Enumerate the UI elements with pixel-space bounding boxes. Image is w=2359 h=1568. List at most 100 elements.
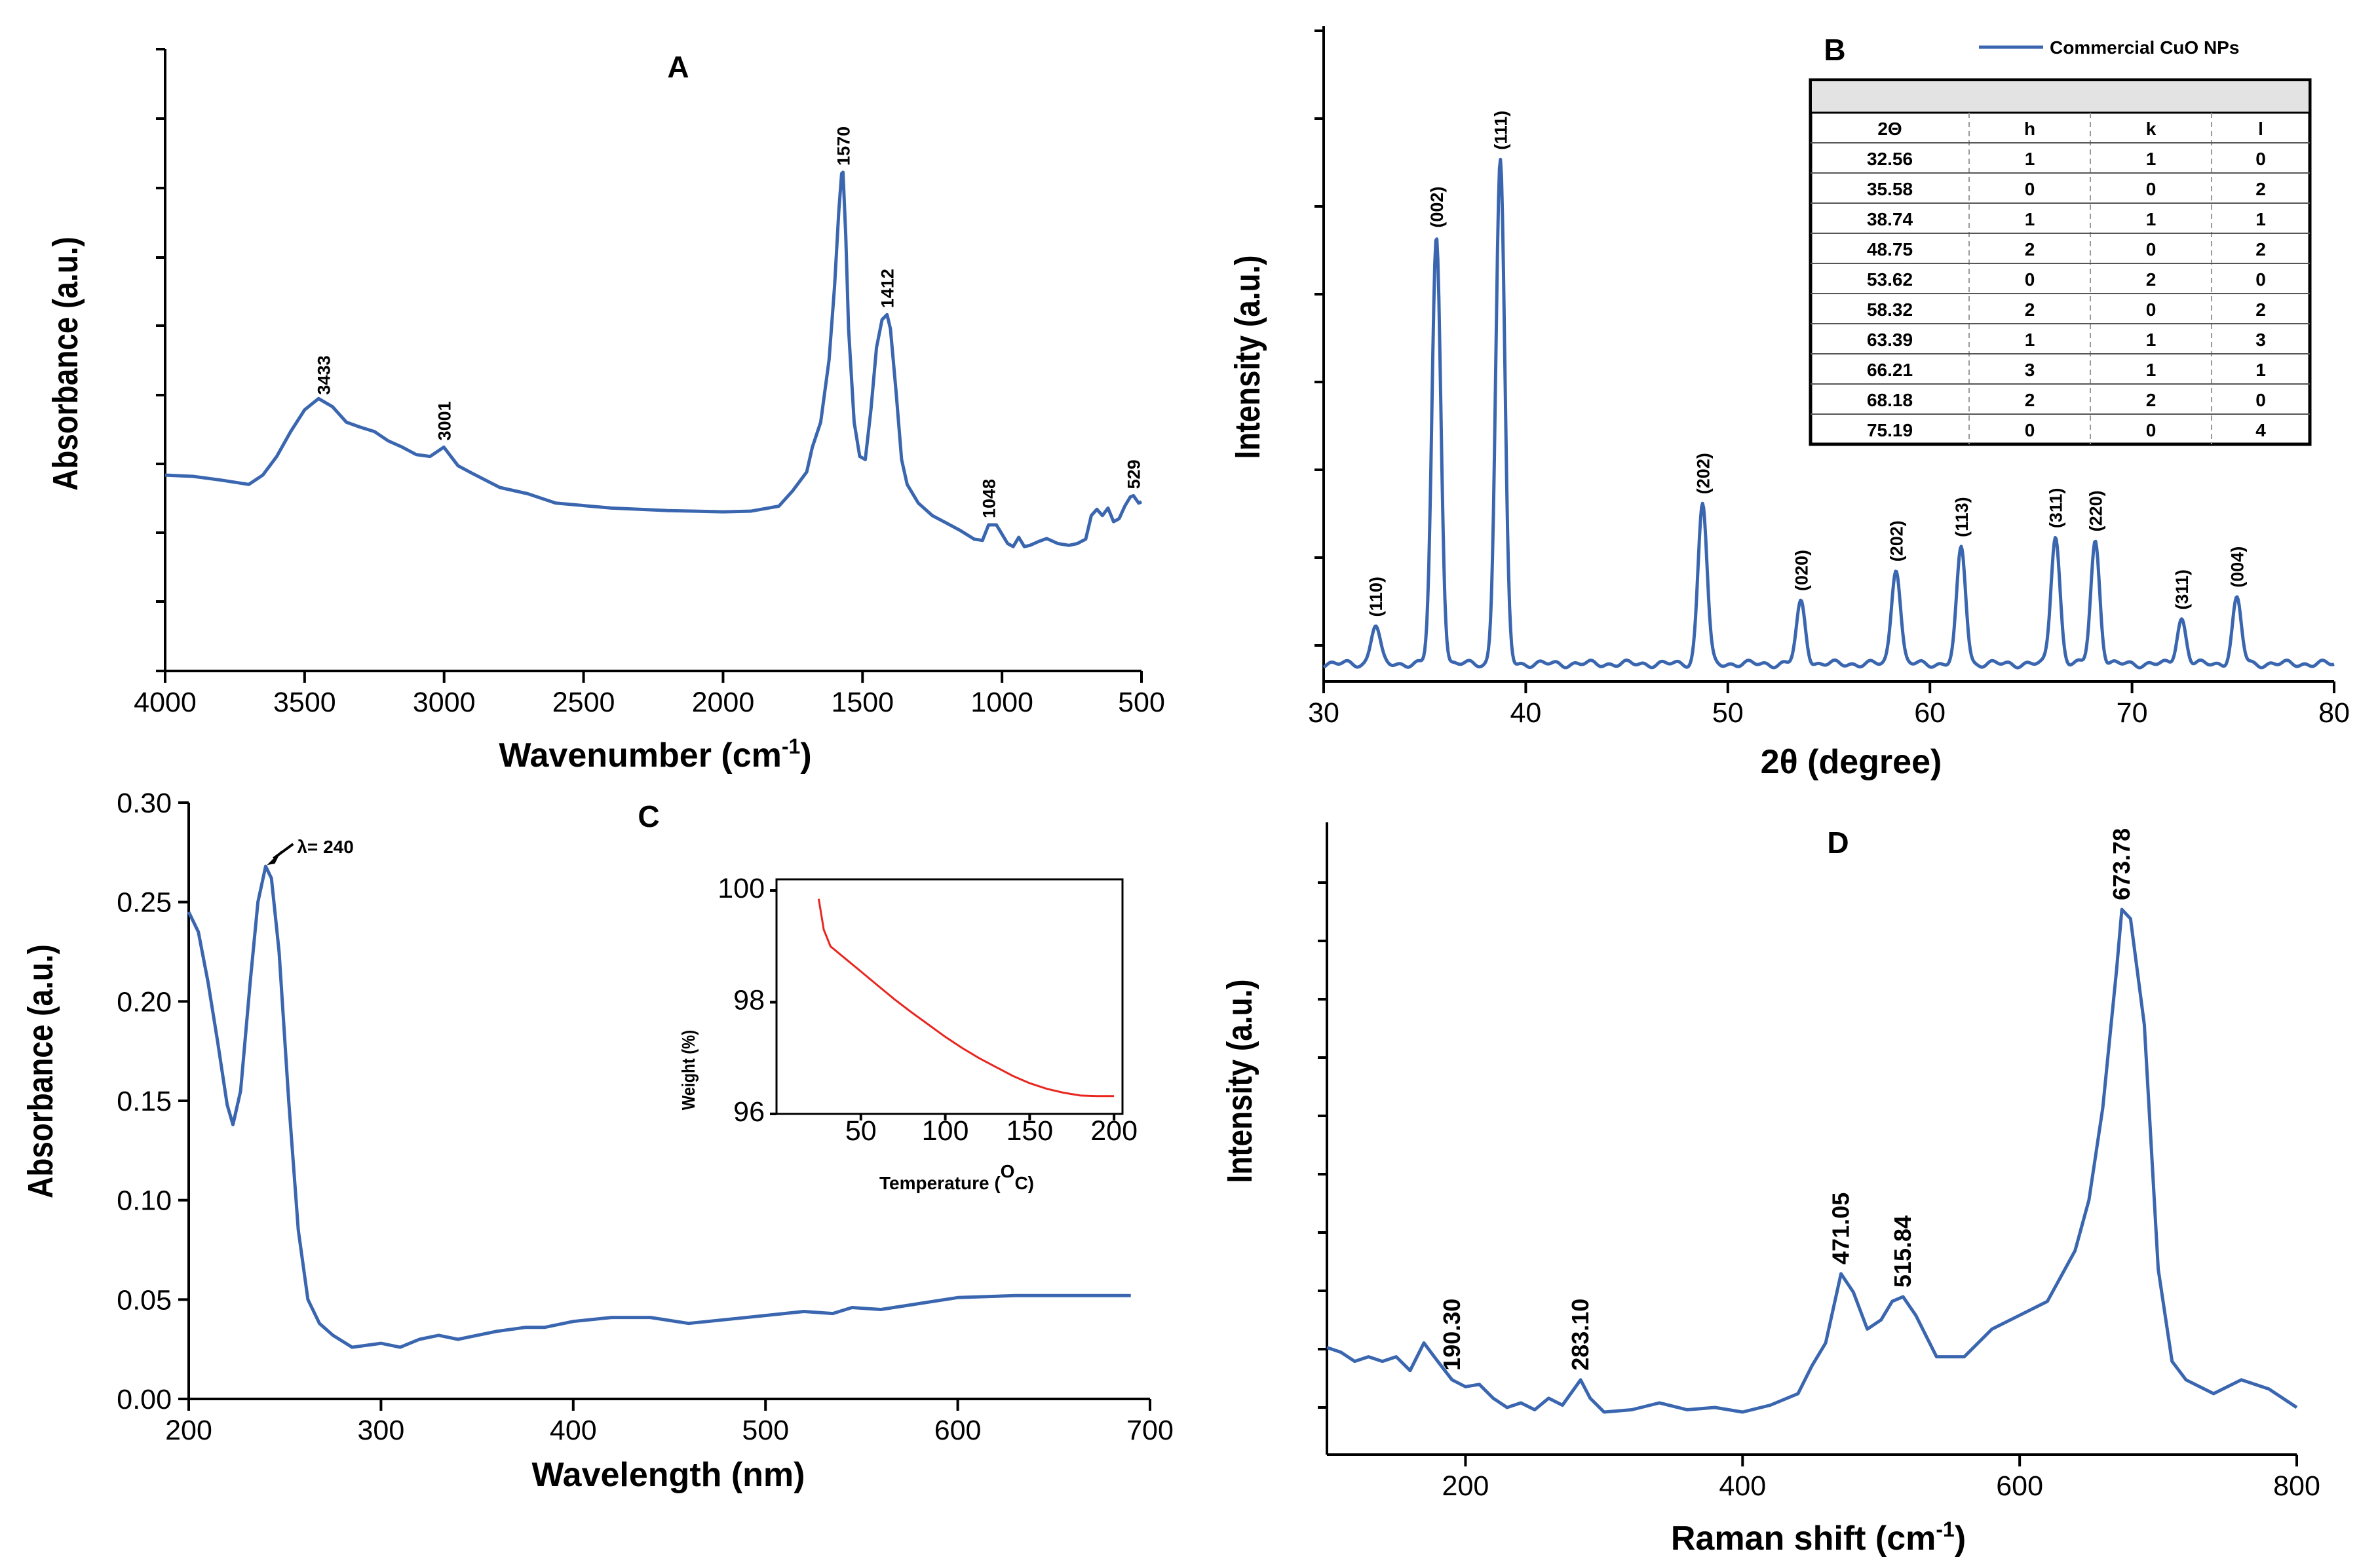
panel-d: D 200 400 600 800 190.30 283.10 471.05 515.84 67… xyxy=(1220,822,2320,1558)
hkl-table-cell: 0 xyxy=(2255,149,2266,169)
panel-b-ylabel: Intensity (a.u.) xyxy=(1228,255,1267,459)
hkl-table-cell: 63.39 xyxy=(1867,330,1913,350)
panel-a-x-tick-label: 4000 xyxy=(134,687,197,718)
panel-c-y-tick-label: 0.20 xyxy=(117,986,172,1018)
panel-d-peak-label: 283.10 xyxy=(1567,1299,1594,1371)
hkl-table-cell: 1 xyxy=(2146,209,2157,229)
panel-c-y-tick-label: 0.30 xyxy=(117,788,172,819)
panel-c-y-tick-label: 0.00 xyxy=(117,1384,172,1415)
hkl-table-cell: 1 xyxy=(2146,330,2157,350)
panel-d-x-tick-label: 800 xyxy=(2273,1470,2320,1502)
panel-c-inset-ylabel: Weight (%) xyxy=(678,1030,699,1110)
panel-b-x-tick-label: 80 xyxy=(2318,697,2350,729)
hkl-table-header-band xyxy=(1812,81,2309,113)
panel-d-peak-label: 471.05 xyxy=(1828,1193,1854,1265)
hkl-table-cell: 0 xyxy=(2255,269,2266,290)
hkl-table-cell: 3 xyxy=(2025,360,2035,380)
hkl-table-cell: 1 xyxy=(2255,209,2266,229)
panel-d-ylabel: Intensity (a.u.) xyxy=(1220,979,1259,1183)
panel-d-x-tick-label: 400 xyxy=(1719,1470,1766,1502)
panel-c-ylabel: Absorbance (a.u.) xyxy=(21,944,60,1198)
panel-c-y-tick-label: 0.15 xyxy=(117,1086,172,1117)
hkl-table-cell: 1 xyxy=(2025,330,2035,350)
panel-b-peak-label: (111) xyxy=(1491,111,1511,150)
inset-y-tick-label: 96 xyxy=(733,1096,765,1128)
hkl-table-cell: 2 xyxy=(2146,390,2157,410)
panel-d-xlabel: Raman shift (cm-1) xyxy=(1671,1518,1966,1558)
inset-y-tick-label: 98 xyxy=(733,985,765,1016)
hkl-table-cell: 0 xyxy=(2025,420,2035,440)
hkl-table-cell: 4 xyxy=(2255,420,2266,440)
hkl-table-cell: 48.75 xyxy=(1867,239,1913,259)
panel-b-x-tick-label: 70 xyxy=(2117,697,2148,729)
panel-a-x-tick-label: 500 xyxy=(1118,687,1165,718)
panel-a-x-tick-label: 2000 xyxy=(692,687,755,718)
panel-c-axes: 200 300 400 500 600 700 0.00 0.05 0.10 0.15 0.20 0.… xyxy=(117,788,1174,1446)
panel-b-hkl-table: 2Θ h k l 32.56 1 1 0 35.58 0 0 2 38.74 1 1 1 48.75 2 0 2 53.… xyxy=(1809,78,2312,446)
hkl-table-cell: 38.74 xyxy=(1867,209,1913,229)
hkl-table-cell: 35.58 xyxy=(1867,179,1913,199)
panel-a-title: A xyxy=(667,50,689,84)
panel-c-x-tick-label: 600 xyxy=(934,1415,982,1446)
panel-d-peak-label: 515.84 xyxy=(1889,1215,1916,1288)
panel-d-x-tick-label: 200 xyxy=(1442,1470,1489,1502)
panel-c-title: C xyxy=(638,799,659,833)
panel-d-raman-line xyxy=(1326,908,2298,1414)
panel-a-x-tick-label: 1000 xyxy=(970,687,1033,718)
panel-b-peak-label: (002) xyxy=(1427,187,1447,228)
hkl-table-cell: 66.21 xyxy=(1867,360,1913,380)
hkl-table-cell: 0 xyxy=(2146,299,2157,320)
panel-a: A 4000 3500 3000 2500 2000 1500 1000 500 3433 300… xyxy=(46,48,1165,774)
inset-x-tick-label: 150 xyxy=(1006,1115,1053,1147)
panel-b-legend: Commercial CuO NPs xyxy=(1979,37,2239,58)
panel-a-ftir-line xyxy=(164,170,1143,548)
panel-a-peak-label: 3001 xyxy=(434,401,454,440)
hkl-table-header-cell: h xyxy=(2024,119,2035,139)
panel-b-x-tick-label: 50 xyxy=(1712,697,1744,729)
panel-a-x-tick-label: 1500 xyxy=(831,687,894,718)
panel-b-peak-label: (110) xyxy=(1366,577,1386,617)
hkl-table-cell: 1 xyxy=(2146,360,2157,380)
panel-c-y-tick-label: 0.25 xyxy=(117,887,172,919)
panel-a-x-tick-label: 2500 xyxy=(552,687,615,718)
panel-b-x-tick-label: 60 xyxy=(1914,697,1946,729)
panel-c-inset: 50 100 150 200 96 98 100 xyxy=(718,873,1138,1147)
panel-a-x-tick-label: 3000 xyxy=(413,687,476,718)
panel-c-peak-arrow-shaft xyxy=(273,843,294,860)
hkl-table-header-cell: 2Θ xyxy=(1877,119,1902,139)
panel-d-axes: 200 400 600 800 190.30 283.10 471.05 515.84 673.… xyxy=(1318,822,2320,1502)
panel-c-y-tick-label: 0.10 xyxy=(117,1185,172,1217)
hkl-table-cell: 2 xyxy=(2255,299,2266,320)
panel-d-peak-label: 673.78 xyxy=(2108,828,2135,900)
panel-b-xrd-line xyxy=(1322,157,2335,670)
panel-a-axes: 4000 3500 3000 2500 2000 1500 1000 500 3433 3001 1… xyxy=(134,48,1165,718)
hkl-table-cell: 2 xyxy=(2146,269,2157,290)
hkl-table-cell: 75.19 xyxy=(1867,420,1913,440)
inset-x-tick-label: 200 xyxy=(1090,1115,1138,1147)
panel-b-peak-label: (113) xyxy=(1952,497,1972,537)
hkl-table-cell: 1 xyxy=(2146,149,2157,169)
hkl-table-cell: 2 xyxy=(2025,239,2035,259)
panel-b-title: B xyxy=(1824,33,1845,67)
panel-b-peak-label: (202) xyxy=(1693,453,1713,494)
inset-y-tick-label: 100 xyxy=(718,873,765,904)
hkl-table-header-cell: k xyxy=(2146,119,2157,139)
panel-d-title: D xyxy=(1827,826,1849,860)
panel-a-peak-label: 3433 xyxy=(314,355,334,394)
panel-c-inset-xlabel: Temperature (OC) xyxy=(879,1161,1034,1193)
panel-c-x-tick-label: 500 xyxy=(742,1415,789,1446)
panel-b-peak-label: (220) xyxy=(2086,490,2106,531)
hkl-table-header-cell: l xyxy=(2258,119,2263,139)
hkl-table-cell: 58.32 xyxy=(1867,299,1913,320)
panel-b-peak-label: (311) xyxy=(2046,488,2066,529)
panel-c-uvvis-line xyxy=(187,864,1131,1349)
panel-b-peak-label: (311) xyxy=(2172,569,2192,610)
hkl-table-cell: 2 xyxy=(2025,299,2035,320)
panel-a-peak-label: 1048 xyxy=(980,479,999,518)
hkl-table-cell: 3 xyxy=(2255,330,2266,350)
panel-b-legend-label: Commercial CuO NPs xyxy=(2050,37,2239,58)
panel-a-ylabel: Absorbance (a.u.) xyxy=(46,237,85,491)
hkl-table-cell: 2 xyxy=(2025,390,2035,410)
inset-frame xyxy=(775,878,1124,1115)
